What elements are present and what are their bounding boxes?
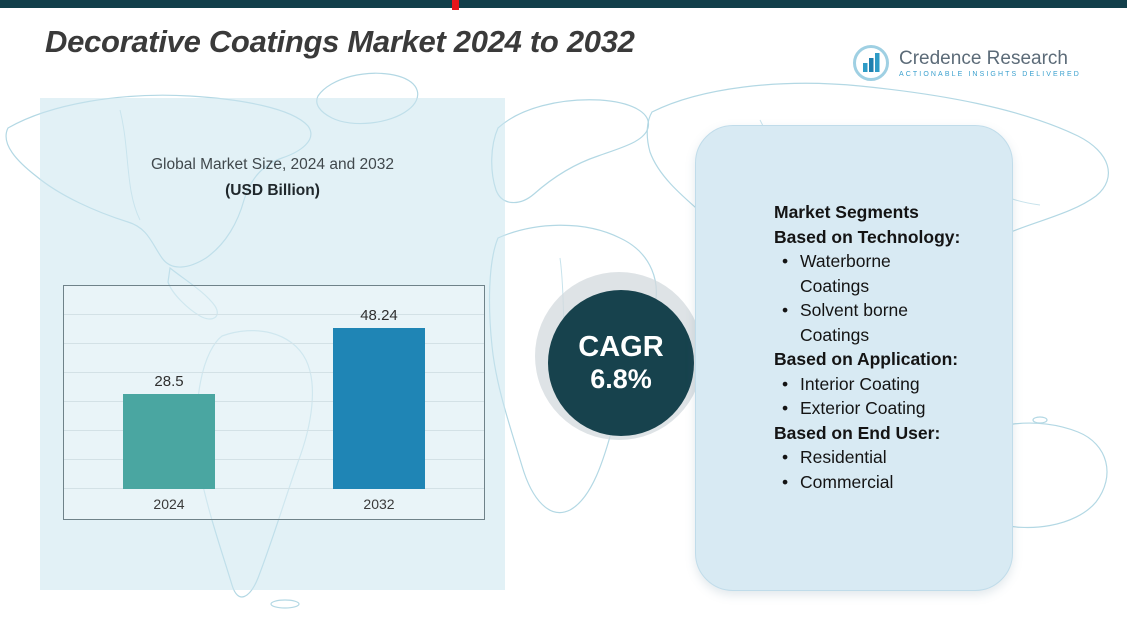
bar-value-label: 48.24 bbox=[360, 307, 398, 324]
chart-title: Global Market Size, 2024 and 2032 bbox=[151, 156, 394, 173]
segments-heading-technology: Based on Technology: bbox=[774, 226, 961, 247]
bar-group-2032: 48.24 2032 bbox=[319, 307, 439, 519]
end-user-list: Residential Commercial bbox=[774, 445, 978, 494]
bar-2032 bbox=[333, 328, 425, 489]
bar-chart: 28.5 2024 48.24 2032 bbox=[63, 285, 485, 520]
list-item: Exterior Coating bbox=[782, 396, 950, 421]
top-accent-bar bbox=[0, 0, 1127, 8]
credence-research-logo: Credence Research Actionable Insights De… bbox=[852, 44, 1081, 82]
cagr-label: CAGR bbox=[578, 331, 664, 363]
logo-name: Credence Research bbox=[899, 48, 1068, 69]
bar-chart-logo-icon bbox=[853, 45, 889, 81]
bar-category-label: 2032 bbox=[363, 496, 395, 512]
segments-heading-application: Based on Application: bbox=[774, 349, 959, 369]
segments-heading-end-user: Based on End User: bbox=[774, 422, 941, 443]
chart-subtitle: (USD Billion) bbox=[225, 182, 320, 199]
technology-list: Waterborne Coatings Solvent borne Coatin… bbox=[774, 249, 978, 347]
cagr-value: 6.8% bbox=[590, 364, 652, 394]
red-marker bbox=[452, 0, 459, 10]
market-segments-panel: Market Segments Based on Technology: Wat… bbox=[695, 125, 1013, 591]
bar-category-label: 2024 bbox=[153, 496, 185, 512]
bar-group-2024: 28.5 2024 bbox=[109, 373, 229, 519]
logo-tagline: Actionable Insights Delivered bbox=[899, 71, 1081, 78]
cagr-badge: CAGR 6.8% bbox=[548, 290, 694, 436]
list-item: Residential bbox=[782, 445, 950, 470]
list-item: Solvent borne Coatings bbox=[782, 298, 950, 347]
market-size-panel: Global Market Size, 2024 and 2032 (USD B… bbox=[40, 98, 505, 590]
segments-title: Market Segments bbox=[774, 202, 919, 222]
bar-2024 bbox=[123, 394, 215, 489]
logo-text: Credence Research Actionable Insights De… bbox=[899, 48, 1081, 78]
list-item: Waterborne Coatings bbox=[782, 249, 950, 298]
page-title: Decorative Coatings Market 2024 to 2032 bbox=[45, 24, 635, 59]
application-list: Interior Coating Exterior Coating bbox=[774, 372, 978, 421]
list-item: Commercial bbox=[782, 470, 950, 495]
list-item: Interior Coating bbox=[782, 372, 950, 397]
segments-content: Market Segments Based on Technology: Wat… bbox=[696, 126, 1012, 494]
bar-value-label: 28.5 bbox=[154, 373, 184, 390]
